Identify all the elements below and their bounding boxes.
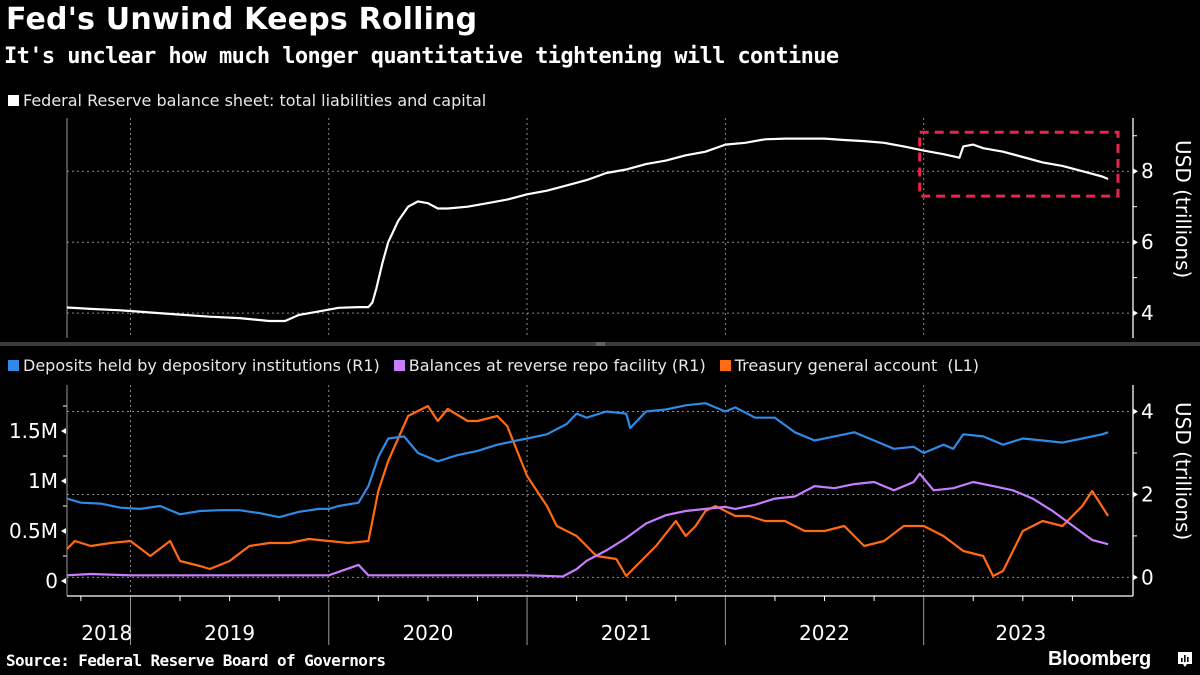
chart-subtitle: It's unclear how much longer quantitativ… (4, 44, 839, 69)
right-ytick-marker (1133, 574, 1138, 581)
top-ytick-label: 4 (1141, 301, 1154, 325)
left-ytick-marker (61, 478, 66, 484)
right-ytick-label: 0 (1141, 565, 1154, 589)
x-tick-label: 2019 (204, 621, 255, 645)
top-legend: Federal Reserve balance sheet: total lia… (8, 91, 486, 110)
balance-sheet-line (66, 137, 1109, 323)
divider-grip-icon[interactable] (596, 342, 605, 346)
top-ytick-marker (1133, 310, 1138, 317)
left-ytick-marker (61, 428, 66, 434)
top-ytick-label: 8 (1141, 159, 1154, 183)
legend-item-reverse-repo: Balances at reverse repo facility (R1) (393, 356, 706, 375)
x-tick-label: 2020 (402, 621, 453, 645)
top-ytick-marker (1133, 168, 1138, 175)
legend-swatch-tga (719, 360, 731, 371)
highlight-box (918, 130, 1120, 198)
legend-label-balance-sheet: Federal Reserve balance sheet: total lia… (23, 91, 487, 110)
right-ytick-marker (1133, 408, 1138, 415)
legend-swatch-deposits (8, 360, 19, 371)
left-ytick-label: 1.5M (9, 419, 58, 443)
legend-swatch-reverse-repo (393, 360, 405, 371)
left-ytick-marker (61, 528, 66, 534)
bottom-legend: Deposits held by depository institutions… (8, 356, 993, 375)
tga-line (66, 404, 1110, 578)
top-ytick-label: 6 (1141, 230, 1154, 254)
legend-label-deposits: Deposits held by depository institutions… (23, 356, 380, 375)
top-ytick-marker (1133, 239, 1138, 246)
left-ytick-marker (61, 578, 66, 584)
x-tick-label: 2021 (601, 621, 652, 645)
x-tick-label: 2018 (81, 621, 132, 645)
reverse-repo-line (66, 472, 1109, 578)
panel-divider[interactable] (0, 342, 1200, 346)
left-ytick-label: 0.5M (9, 519, 58, 543)
x-tick-label: 2022 (799, 621, 850, 645)
legend-label-tga: Treasury general account (L1) (734, 356, 979, 375)
right-ytick-label: 2 (1141, 482, 1154, 506)
bottom-y-axis-title: USD (trillions) (1171, 402, 1195, 540)
legend-item-deposits: Deposits held by depository institutions… (8, 356, 380, 375)
legend-swatch-balance-sheet (8, 95, 19, 106)
left-ytick-label: 1M (28, 469, 58, 493)
x-tick-label: 2023 (995, 621, 1046, 645)
legend-label-reverse-repo: Balances at reverse repo facility (R1) (408, 356, 706, 375)
right-ytick-label: 4 (1141, 400, 1154, 424)
top-y-axis-title: USD (trillions) (1171, 140, 1195, 278)
chart-title: Fed's Unwind Keeps Rolling (6, 2, 478, 37)
bloomberg-chart-icon (1178, 652, 1192, 667)
bloomberg-logo: Bloomberg (1048, 648, 1151, 670)
deposits-line (66, 402, 1109, 519)
source-note: Source: Federal Reserve Board of Governo… (6, 651, 386, 670)
left-ytick-label: 0 (45, 569, 58, 593)
right-ytick-marker (1133, 491, 1138, 498)
legend-item-tga: Treasury general account (L1) (719, 356, 979, 375)
